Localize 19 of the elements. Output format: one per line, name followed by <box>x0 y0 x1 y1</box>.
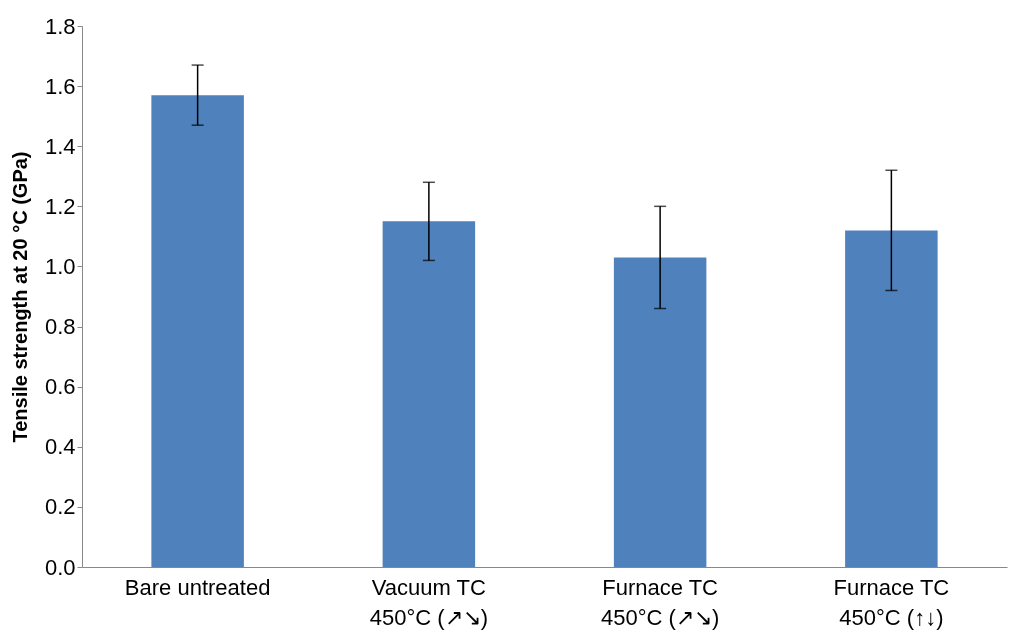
y-tick-label: 0.2 <box>44 494 76 520</box>
bar <box>845 230 938 567</box>
y-tick-label: 1.2 <box>44 193 76 219</box>
x-tick-label: Furnace TC 450°C (↑↓) <box>833 574 950 630</box>
bar <box>382 221 476 567</box>
y-tick-label: 1.0 <box>44 253 76 279</box>
bar <box>613 257 707 567</box>
x-tick-label: Bare untreated <box>124 574 271 600</box>
y-tick-label: 0.4 <box>44 434 76 460</box>
y-tick-label: 0.8 <box>44 314 76 340</box>
y-tick-label: 1.6 <box>44 73 76 99</box>
x-tick-label: Vacuum TC 450°C (↗↘) <box>369 574 488 630</box>
y-tick-label: 1.4 <box>44 133 76 159</box>
y-tick-label: 0.0 <box>44 554 76 580</box>
x-tick-label: Furnace TC 450°C (↗↘) <box>601 574 720 630</box>
y-tick-label: 1.8 <box>44 13 76 39</box>
bar <box>151 95 244 567</box>
y-axis-title: Tensile strength at 20 °C (GPa) <box>8 151 31 443</box>
y-tick-label: 0.6 <box>44 374 76 400</box>
